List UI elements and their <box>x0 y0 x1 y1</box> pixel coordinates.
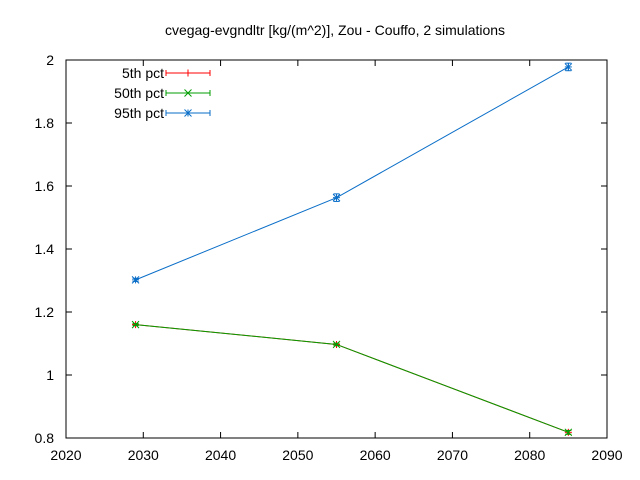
legend-label: 5th pct <box>122 65 164 81</box>
x-tick-label: 2090 <box>591 447 622 463</box>
x-tick-label: 2050 <box>282 447 313 463</box>
y-tick-label: 1.2 <box>35 304 55 320</box>
legend-item: 50th pct <box>114 85 211 101</box>
legend-marker <box>184 69 192 77</box>
data-point <box>131 276 140 284</box>
legend-label: 50th pct <box>114 85 164 101</box>
x-tick-label: 2060 <box>360 447 391 463</box>
y-tick-label: 1 <box>46 367 54 383</box>
x-tick-label: 2040 <box>205 447 236 463</box>
legend-marker <box>184 89 192 97</box>
y-tick-label: 1.8 <box>35 115 55 131</box>
series-line <box>135 324 569 433</box>
x-tick-label: 2020 <box>50 447 81 463</box>
legend-marker <box>184 109 192 117</box>
series-line <box>135 324 569 433</box>
y-tick-label: 2 <box>46 52 54 68</box>
series-2 <box>131 62 573 284</box>
x-tick-label: 2080 <box>514 447 545 463</box>
data-point <box>332 193 341 202</box>
chart-title: cvegag-evgndltr [kg/(m^2)], Zou - Couffo… <box>165 22 505 38</box>
series-1 <box>131 320 573 437</box>
data-point <box>564 428 573 437</box>
legend-item: 5th pct <box>122 65 211 81</box>
legend-item: 95th pct <box>114 105 211 121</box>
data-point <box>332 340 341 349</box>
data-point <box>131 320 140 329</box>
x-tick-label: 2070 <box>437 447 468 463</box>
legend: 5th pct 50th pct 95th pct <box>114 65 211 121</box>
legend-label: 95th pct <box>114 105 164 121</box>
series-0 <box>132 321 572 436</box>
y-tick-label: 0.8 <box>35 430 55 446</box>
x-tick-label: 2030 <box>128 447 159 463</box>
y-tick-label: 1.6 <box>35 178 55 194</box>
series-line <box>135 66 569 281</box>
y-tick-label: 1.4 <box>35 241 55 257</box>
data-point <box>564 63 573 71</box>
